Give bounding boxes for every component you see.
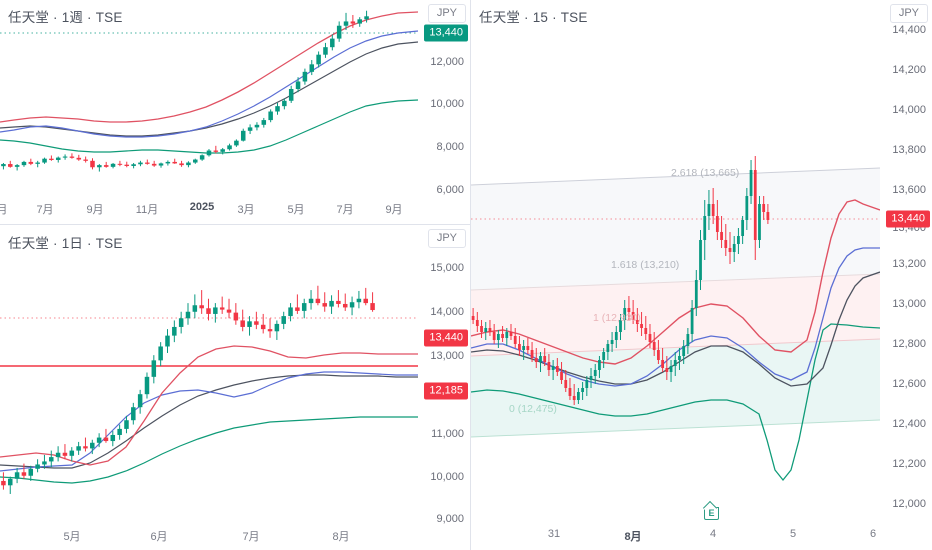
price-tick: 13,200 (892, 258, 926, 270)
time-tick: 11月 (135, 204, 159, 216)
current-price-badge-daily[interactable]: 13,440 (424, 329, 468, 347)
price-tick: 13,800 (892, 144, 926, 156)
price-tick: 12,800 (892, 338, 926, 350)
chart-title-intraday: 任天堂 · 15 · TSE (479, 10, 588, 25)
time-tick: 7月 (36, 204, 54, 216)
price-tick: 13,600 (892, 184, 926, 196)
time-tick: 7月 (336, 204, 354, 216)
time-tick: 9月 (385, 204, 403, 216)
price-tick: 15,000 (430, 262, 464, 274)
price-tick: 11,000 (431, 428, 464, 440)
price-tick: 8,000 (436, 141, 464, 153)
time-tick: 4 (709, 528, 717, 540)
time-tick: 6月 (150, 531, 168, 543)
price-tick: 6,000 (436, 184, 464, 196)
price-tick: 10,000 (430, 471, 464, 483)
time-tick: 31 (547, 528, 561, 540)
time-tick: 月 (0, 204, 8, 216)
price-axis-weekly[interactable]: 12,000 10,000 8,000 6,000 13,440 (418, 0, 470, 196)
time-tick: 3月 (237, 204, 255, 216)
time-tick: 6 (869, 528, 877, 540)
time-tick: 7月 (242, 531, 260, 543)
fib-label-0: 0 (12,475) (509, 403, 557, 415)
price-tick: 12,000 (430, 56, 464, 68)
currency-badge-intraday[interactable]: JPY (889, 4, 928, 23)
earnings-badge-label: E (708, 508, 715, 518)
fib-label-1: 1 (12,930) (593, 312, 641, 324)
price-tick: 12,600 (892, 378, 926, 390)
time-tick: 5月 (287, 204, 305, 216)
plot-weekly[interactable] (0, 0, 418, 193)
price-tick: 14,000 (430, 306, 464, 318)
time-tick: 2025 (189, 201, 215, 213)
currency-badge-weekly[interactable]: JPY (427, 4, 466, 23)
price-tick: 12,200 (892, 458, 926, 470)
pane-intraday: 任天堂 · 15 · TSE JPY (471, 0, 932, 550)
time-tick: 8月 (332, 531, 350, 543)
price-tick: 9,000 (436, 513, 464, 525)
price-tick: 12,000 (892, 498, 926, 510)
price-tick: 13,000 (892, 298, 926, 310)
time-tick: 5 (789, 528, 797, 540)
price-tick: 14,000 (892, 104, 926, 116)
price-axis-intraday[interactable]: 14,400 14,200 14,000 13,800 13,600 13,40… (880, 0, 932, 520)
time-tick: 9月 (86, 204, 104, 216)
time-axis-daily[interactable]: 5月 6月 7月 8月 (0, 520, 418, 550)
current-price-badge-weekly[interactable]: 13,440 (424, 24, 468, 42)
price-tick: 14,200 (892, 64, 926, 76)
pane-divider-horizontal[interactable] (0, 224, 470, 225)
price-tick: 10,000 (430, 98, 464, 110)
price-tick: 12,400 (892, 418, 926, 430)
fib-label-1618: 1.618 (13,210) (611, 259, 680, 271)
alert-price-badge-daily[interactable]: 12,185 (424, 382, 468, 400)
fib-label-2618: 2.618 (13,665) (671, 167, 740, 179)
chart-title-weekly: 任天堂 · 1週 · TSE (8, 10, 123, 25)
time-tick: 8月 (624, 531, 642, 543)
plot-daily[interactable] (0, 225, 418, 520)
plot-intraday[interactable] (471, 0, 880, 520)
currency-badge-daily[interactable]: JPY (427, 229, 466, 248)
time-axis-intraday[interactable]: 31 8月 4 5 6 (471, 520, 880, 550)
pane-weekly: 任天堂 · 1週 · TSE JPY 12,000 10,000 (0, 0, 470, 224)
time-axis-weekly[interactable]: 月 7月 9月 11月 2025 3月 5月 7月 9月 (0, 193, 418, 224)
pane-divider-vertical[interactable] (470, 0, 471, 550)
pane-daily: 任天堂 · 1日 · TSE JPY E (0, 225, 470, 550)
earnings-marker[interactable]: E (702, 500, 719, 520)
price-tick: 13,000 (430, 350, 464, 362)
time-tick: 5月 (63, 531, 81, 543)
price-axis-daily[interactable]: 15,000 14,000 13,000 12,000 11,000 10,00… (418, 225, 470, 525)
chart-title-daily: 任天堂 · 1日 · TSE (8, 236, 123, 251)
price-tick: 14,400 (892, 24, 926, 36)
current-price-badge-intraday[interactable]: 13,440 (886, 210, 930, 228)
